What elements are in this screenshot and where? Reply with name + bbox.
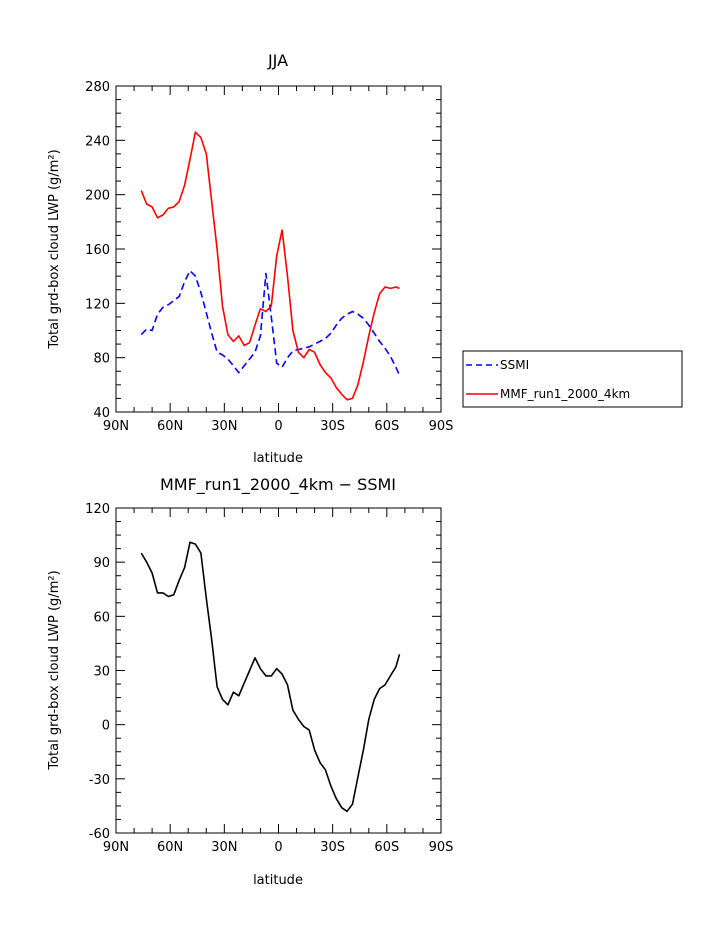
bottom-y-tick-label: -30 xyxy=(89,773,110,788)
legend: SSMI MMF_run1_2000_4km xyxy=(462,350,683,408)
top-y-tick-label: 200 xyxy=(85,189,110,204)
top-series-lines xyxy=(140,131,401,401)
bottom-y-axis-label: Total grd-box cloud LWP (g/m²) xyxy=(47,570,62,770)
legend-label-ssmi: SSMI xyxy=(500,358,529,372)
top-x-tick-label: 90S xyxy=(429,419,454,434)
bottom-x-tick-label: 60S xyxy=(374,840,399,855)
bottom-x-tick-label: 30S xyxy=(320,840,345,855)
bottom-x-axis: 90N 60N 30N 0 30S 60S 90S xyxy=(103,508,454,855)
top-x-tick-label: 30N xyxy=(211,419,237,434)
top-x-axis: 90N 60N 30N 0 30S 60S 90S xyxy=(103,86,454,434)
bottom-y-tick-label: 30 xyxy=(93,665,110,680)
bottom-x-tick-label: 30N xyxy=(211,840,237,855)
bottom-series-line-difference xyxy=(140,541,401,813)
bottom-x-tick-label: 0 xyxy=(274,840,282,855)
bottom-chart-title: MMF_run1_2000_4km − SSMI xyxy=(160,475,396,495)
top-chart-title: JJA xyxy=(267,51,288,70)
bottom-y-tick-label: 120 xyxy=(85,502,110,517)
legend-box xyxy=(462,350,683,408)
top-y-tick-label: 240 xyxy=(85,134,110,149)
bottom-x-tick-label: 90N xyxy=(103,840,129,855)
bottom-y-tick-label: 0 xyxy=(102,719,110,734)
bottom-chart-panel: MMF_run1_2000_4km − SSMI 90N 60N 30N 0 30S 60… xyxy=(47,475,453,888)
top-series-line-ssmi xyxy=(140,269,401,376)
top-y-tick-label: 160 xyxy=(85,243,110,258)
top-x-tick-label: 60S xyxy=(374,419,399,434)
top-y-axis: 40 80 120 160 200 240 280 xyxy=(85,80,441,421)
top-y-tick-label: 80 xyxy=(93,352,110,367)
top-y-tick-label: 40 xyxy=(93,406,110,421)
top-x-tick-label: 60N xyxy=(157,419,183,434)
bottom-y-tick-label: 60 xyxy=(93,610,110,625)
bottom-y-tick-label: 90 xyxy=(93,556,110,571)
bottom-x-tick-label: 90S xyxy=(429,840,454,855)
top-series-line-mmf-run1-2000-4km xyxy=(140,131,400,401)
top-y-tick-label: 280 xyxy=(85,80,110,95)
bottom-y-axis: -60 -30 0 30 60 90 120 xyxy=(85,502,441,842)
top-y-axis-label: Total grd-box cloud LWP (g/m²) xyxy=(47,149,62,349)
top-x-axis-label: latitude xyxy=(253,451,303,466)
top-x-tick-label: 0 xyxy=(274,419,282,434)
bottom-x-tick-label: 60N xyxy=(157,840,183,855)
legend-label-mmf: MMF_run1_2000_4km xyxy=(500,387,630,401)
bottom-x-axis-label: latitude xyxy=(253,873,303,888)
top-y-tick-label: 120 xyxy=(85,297,110,312)
top-x-tick-label: 90N xyxy=(103,419,129,434)
top-x-tick-label: 30S xyxy=(320,419,345,434)
bottom-y-tick-label: -60 xyxy=(89,827,110,842)
bottom-series-lines xyxy=(140,541,401,813)
top-chart-panel: JJA 90N 60N 30N 0 30S 60S 90S 40 80 120 160 200 240… xyxy=(47,51,453,466)
